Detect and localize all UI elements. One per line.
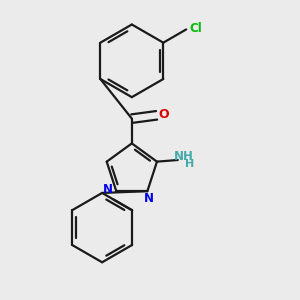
Text: O: O [159,109,169,122]
Text: N: N [103,183,113,196]
Text: H: H [185,159,195,169]
Text: NH: NH [173,149,193,163]
Text: Cl: Cl [189,22,202,35]
Text: N: N [144,192,154,205]
